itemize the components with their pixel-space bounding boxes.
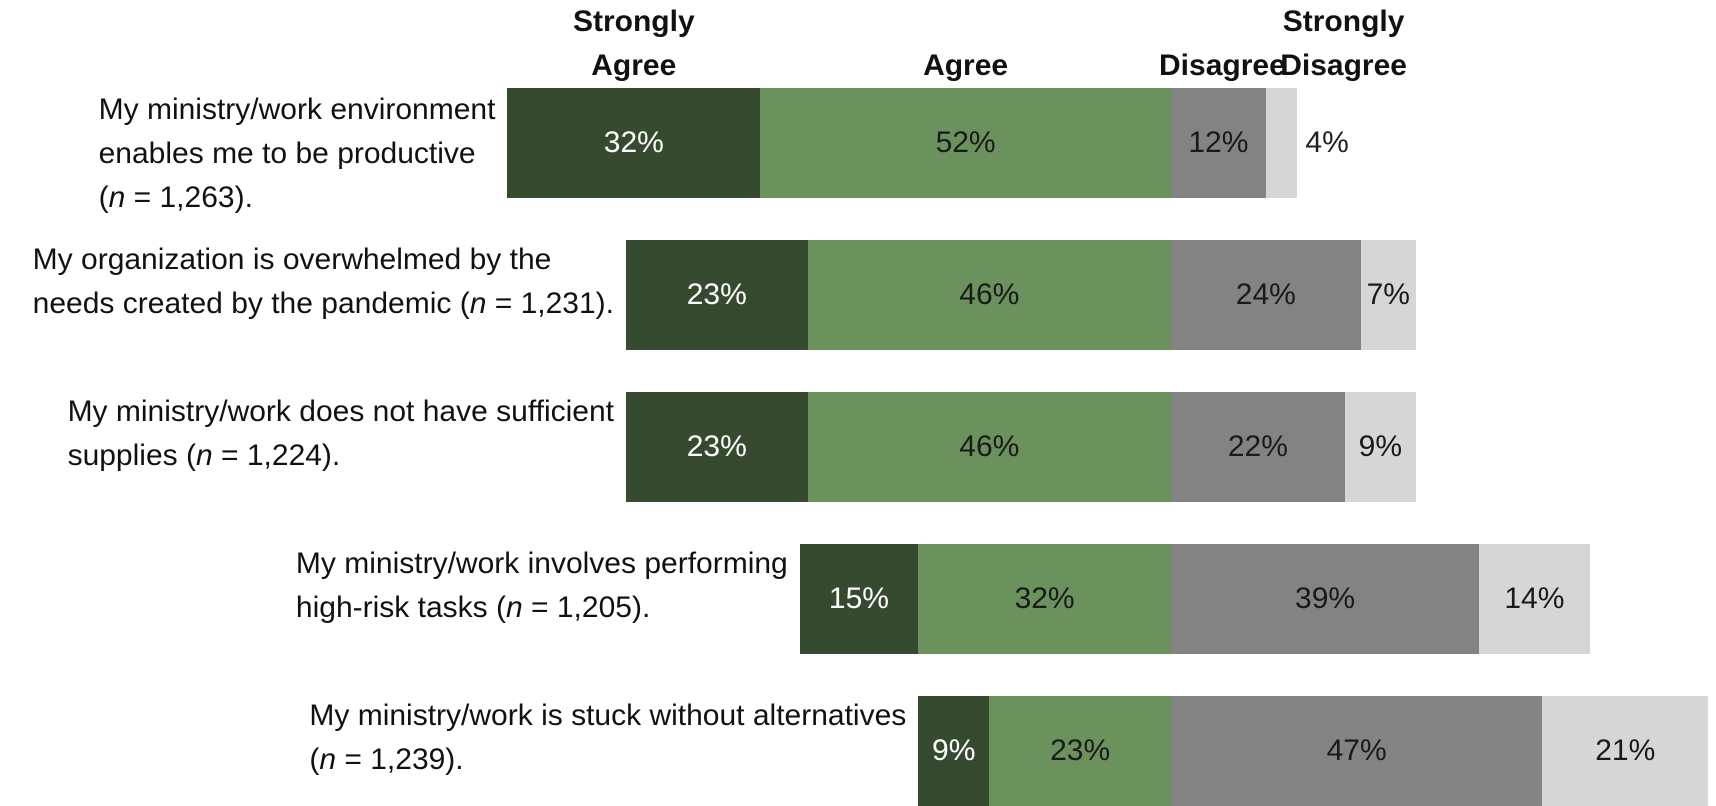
row-label-line: supplies (n = 1,224). bbox=[67, 439, 341, 472]
legend-header-line: Agree bbox=[591, 49, 677, 82]
bar-segment-strongly-disagree bbox=[1360, 240, 1416, 350]
bar-segment-disagree bbox=[1171, 240, 1361, 350]
legend-header-line: Strongly bbox=[572, 5, 695, 38]
bar-segment-agree bbox=[989, 696, 1171, 806]
data-label-strongly-disagree: 21% bbox=[1595, 734, 1656, 767]
bar-segment-disagree bbox=[1171, 544, 1480, 654]
bar-segment-strongly-agree bbox=[918, 696, 990, 806]
bar-segment-strongly-agree bbox=[507, 88, 761, 198]
bar-segment-strongly-disagree bbox=[1344, 392, 1416, 502]
n-value: = 1,263). bbox=[125, 181, 253, 214]
n-prefix: ( bbox=[496, 591, 506, 624]
bar-segment-strongly-agree bbox=[799, 544, 919, 654]
row-label-line: (n = 1,239). bbox=[309, 738, 906, 782]
data-label-strongly-disagree: 9% bbox=[1358, 430, 1403, 463]
bar-row: 15% 32% 39% 14% bbox=[0, 544, 1716, 654]
n-symbol: n bbox=[469, 287, 487, 320]
bar-segment-strongly-disagree bbox=[1265, 88, 1298, 198]
row-label-line: high-risk tasks (n = 1,205). bbox=[295, 591, 651, 624]
data-label-strongly-agree: 9% bbox=[932, 734, 976, 767]
legend-header-strongly-agree: Strongly Agree bbox=[544, 0, 724, 88]
row-label: My ministry/work does not have sufficien… bbox=[68, 390, 614, 478]
row-label-line: enables me to be productive bbox=[98, 137, 476, 170]
data-label-disagree: 12% bbox=[1188, 126, 1249, 159]
data-label-agree: 52% bbox=[935, 126, 996, 159]
legend-header-line: Strongly bbox=[1282, 5, 1405, 38]
bar-row: 23% 46% 24% 7% bbox=[0, 240, 1716, 350]
row-label: My organization is overwhelmed by the nee… bbox=[33, 238, 614, 326]
n-value: = 1,224). bbox=[212, 439, 341, 472]
n-value: = 1,231). bbox=[486, 287, 614, 320]
row-label-line: My ministry/work environment bbox=[98, 93, 496, 126]
row-label-line: My ministry/work does not have sufficien… bbox=[67, 395, 614, 428]
bar-segment-agree bbox=[807, 240, 1171, 350]
row-label-line: My organization is overwhelmed by the bbox=[32, 243, 552, 276]
bar-row: 23% 46% 22% 9% bbox=[0, 392, 1716, 502]
bar-segment-agree bbox=[807, 392, 1171, 502]
legend-header-disagree: Disagree bbox=[1132, 44, 1312, 88]
bar-segment-agree bbox=[760, 88, 1171, 198]
n-value: = 1,239). bbox=[336, 743, 464, 776]
data-label-disagree: 47% bbox=[1326, 734, 1387, 767]
bar-segment-strongly-disagree bbox=[1479, 544, 1590, 654]
data-label-agree: 23% bbox=[1050, 734, 1111, 767]
n-prefix: ( bbox=[459, 287, 470, 320]
bar-segment-strongly-agree bbox=[625, 392, 808, 502]
row-label-line: needs created by the pandemic (n = 1,231… bbox=[32, 287, 614, 320]
n-symbol: n bbox=[195, 439, 213, 472]
n-prefix: ( bbox=[309, 743, 320, 776]
legend-header-line: Disagree bbox=[1159, 49, 1286, 82]
bar-segment-strongly-disagree bbox=[1542, 696, 1709, 806]
legend-header-line: Agree bbox=[923, 49, 1009, 82]
legend-header-line: Disagree bbox=[1280, 49, 1407, 82]
bar-segment-disagree bbox=[1171, 392, 1345, 502]
legend-header-strongly-disagree: Strongly Disagree bbox=[1254, 0, 1434, 88]
row-label: My ministry/work involves performing high… bbox=[296, 542, 788, 630]
n-value: = 1,205). bbox=[522, 591, 651, 624]
n-prefix: ( bbox=[185, 439, 196, 472]
data-label-agree: 46% bbox=[959, 278, 1020, 311]
row-label-line: (n = 1,263). bbox=[99, 176, 496, 220]
row-label: My ministry/work environment enables me t… bbox=[99, 88, 496, 220]
n-symbol: n bbox=[108, 181, 126, 214]
row-label-line: My ministry/work is stuck without altern… bbox=[309, 699, 907, 732]
legend-header-agree: Agree bbox=[876, 44, 1056, 88]
bar-segment-agree bbox=[918, 544, 1171, 654]
data-label-strongly-disagree: 7% bbox=[1366, 278, 1410, 311]
n-symbol: n bbox=[506, 591, 523, 624]
data-label-agree: 46% bbox=[959, 430, 1020, 463]
data-label-strongly-agree: 32% bbox=[603, 126, 664, 159]
data-label-strongly-agree: 23% bbox=[686, 278, 747, 311]
row-label: My ministry/work is stuck without altern… bbox=[309, 694, 906, 782]
row-label-line: My ministry/work involves performing bbox=[295, 547, 788, 580]
n-prefix: ( bbox=[98, 181, 109, 214]
data-label-disagree: 24% bbox=[1235, 278, 1296, 311]
data-label-strongly-agree: 23% bbox=[686, 430, 747, 463]
bar-row: 9% 23% 47% 21% bbox=[0, 696, 1716, 806]
data-label-disagree: 22% bbox=[1227, 430, 1288, 463]
data-label-strongly-disagree: 4% bbox=[1305, 126, 1349, 159]
data-label-strongly-disagree: 14% bbox=[1504, 582, 1565, 615]
bar-segment-strongly-agree bbox=[625, 240, 808, 350]
bar-segment-disagree bbox=[1171, 88, 1266, 198]
bar-segment-disagree bbox=[1171, 696, 1543, 806]
data-label-disagree: 39% bbox=[1295, 582, 1356, 615]
bar-row: 32% 52% 12% 4% bbox=[0, 88, 1716, 198]
data-label-agree: 32% bbox=[1014, 582, 1075, 615]
n-symbol: n bbox=[319, 743, 337, 776]
data-label-strongly-agree: 15% bbox=[828, 582, 889, 615]
